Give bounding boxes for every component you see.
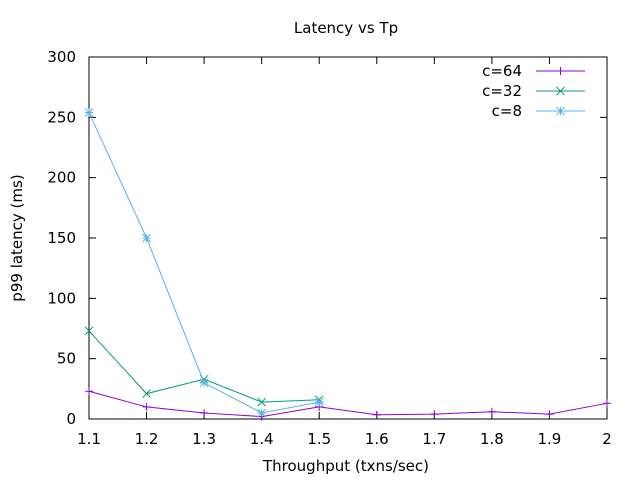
data-point xyxy=(372,410,381,419)
marker-stroke xyxy=(142,389,151,399)
x-tick-label: 2 xyxy=(602,430,612,448)
data-point xyxy=(84,108,94,117)
data-point xyxy=(257,397,267,407)
data-point xyxy=(142,233,151,243)
x-tick-label: 1.1 xyxy=(77,430,101,448)
y-tick-label: 0 xyxy=(66,410,76,428)
data-point xyxy=(487,407,496,416)
data-point xyxy=(84,326,94,336)
legend-entry: c=32 xyxy=(482,82,585,100)
legend-label: c=64 xyxy=(482,62,522,80)
y-tick-label: 150 xyxy=(47,229,76,247)
chart-title: Latency vs Tp xyxy=(294,19,398,37)
series-line xyxy=(88,390,608,418)
series-c=64 xyxy=(85,387,611,421)
y-tick-label: 200 xyxy=(47,169,76,187)
ticks: 1.1 1.2 1.3 1.4 1.5 1.6 1.7 1.8 1.9 2 0 50 100 150 200… xyxy=(47,48,611,448)
marker-stroke xyxy=(556,86,565,96)
marker-stroke xyxy=(556,106,565,116)
data-point xyxy=(85,387,93,396)
x-axis-label: Throughput (txns/sec) xyxy=(262,457,429,475)
x-tick-label: 1.3 xyxy=(192,430,216,448)
marker-stroke xyxy=(257,408,267,418)
series-c=8 xyxy=(84,108,324,418)
legend: c=64 c=32 c=8 xyxy=(482,62,585,120)
legend-label: c=8 xyxy=(492,102,522,120)
y-tick-label: 300 xyxy=(47,48,76,66)
data-point xyxy=(142,389,151,399)
data-point xyxy=(556,67,565,75)
data-point xyxy=(556,86,565,96)
y-tick-label: 250 xyxy=(47,108,76,126)
marker-stroke xyxy=(84,326,94,336)
x-tick-label: 1.2 xyxy=(135,430,159,448)
y-tick-label: 50 xyxy=(57,350,76,368)
legend-entry: c=64 xyxy=(482,62,585,80)
y-axis-label: p99 latency (ms) xyxy=(8,174,26,301)
legend-entry: c=8 xyxy=(492,102,585,120)
legend-label: c=32 xyxy=(482,82,522,100)
marker-stroke xyxy=(314,397,324,407)
marker-stroke xyxy=(257,397,267,407)
data-point xyxy=(199,378,209,388)
data-point xyxy=(603,399,611,408)
marker-stroke xyxy=(84,108,94,117)
x-tick-label: 1.6 xyxy=(365,430,389,448)
data-point xyxy=(200,408,209,417)
data-point xyxy=(142,402,151,411)
data-point xyxy=(556,106,565,116)
data-point xyxy=(430,410,439,419)
x-tick-label: 1.4 xyxy=(250,430,274,448)
data-point xyxy=(545,410,554,419)
x-tick-label: 1.7 xyxy=(422,430,446,448)
data-point xyxy=(314,397,324,407)
y-tick-label: 100 xyxy=(47,289,76,307)
series-layer xyxy=(84,108,611,421)
x-tick-label: 1.9 xyxy=(538,430,562,448)
marker-stroke xyxy=(199,378,209,388)
x-tick-label: 1.8 xyxy=(480,430,504,448)
data-point xyxy=(257,408,267,418)
x-tick-label: 1.5 xyxy=(307,430,331,448)
marker-stroke xyxy=(142,233,151,243)
